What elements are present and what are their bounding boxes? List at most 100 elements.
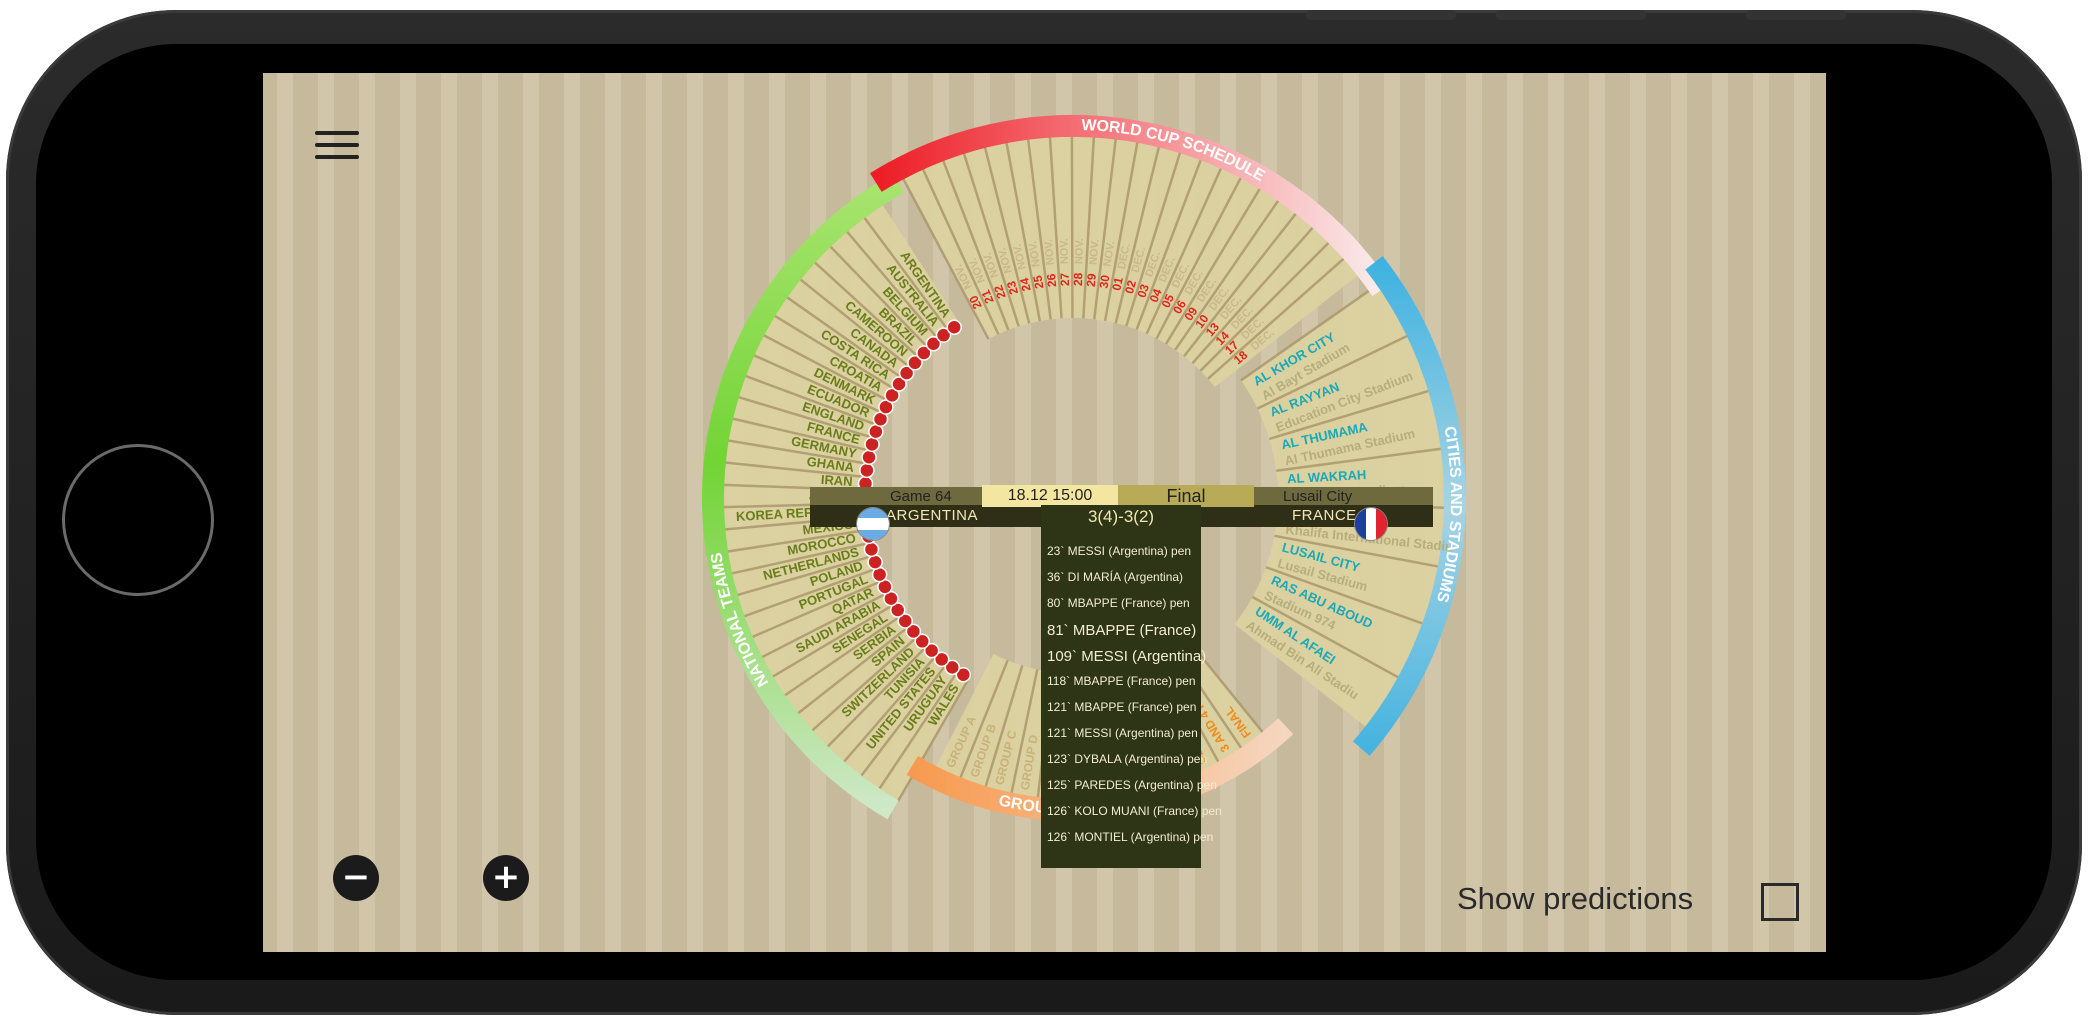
team-flag-icon <box>914 633 930 650</box>
menu-button[interactable] <box>303 123 373 183</box>
goal-item: 125` PAREDES (Argentina) pen <box>1047 778 1217 792</box>
city-divider <box>1265 566 1432 628</box>
volume-button <box>1306 10 1456 20</box>
goal-item: 121` MBAPPE (France) pen <box>1047 700 1197 714</box>
date-day[interactable]: 20 <box>966 293 985 311</box>
hamburger-icon <box>315 131 359 135</box>
city-divider <box>1274 534 1447 570</box>
team-divider <box>724 461 870 479</box>
date-month[interactable]: NOV. <box>1102 240 1118 267</box>
team-flag-icon <box>905 623 922 640</box>
date-day[interactable]: 23 <box>1004 279 1021 296</box>
team-divider <box>785 295 906 382</box>
team-item[interactable]: IRAN <box>820 472 853 489</box>
home-button[interactable] <box>62 444 214 596</box>
team-divider <box>726 528 871 553</box>
date-divider <box>1125 142 1185 327</box>
date-day[interactable]: 05 <box>1159 292 1178 310</box>
goal-item: 81` MBAPPE (France) <box>1047 622 1197 639</box>
date-month[interactable]: NOV. <box>1088 239 1102 266</box>
date-day[interactable]: 30 <box>1097 274 1113 290</box>
team-flag-icon <box>861 449 877 466</box>
date-month[interactable]: NOV. <box>1058 238 1071 264</box>
date-day[interactable]: 21 <box>978 288 996 306</box>
date-month[interactable]: NOV. <box>1027 240 1043 267</box>
date-divider <box>1164 178 1267 345</box>
team-flag-icon <box>955 666 972 683</box>
schedule-ring <box>870 115 1391 297</box>
goal-item: 80` MBAPPE (France) pen <box>1047 596 1190 610</box>
date-day[interactable]: 29 <box>1084 273 1099 288</box>
date-divider <box>1183 204 1304 358</box>
date-month[interactable]: NOV. <box>1011 243 1028 271</box>
team-flag-icon <box>916 345 932 361</box>
date-day[interactable]: 27 <box>1058 272 1072 286</box>
date-day[interactable]: 24 <box>1017 276 1034 292</box>
team-flag-icon <box>863 541 880 558</box>
team-flag-icon <box>859 462 875 479</box>
date-divider <box>938 150 1010 331</box>
date-divider <box>1191 218 1321 365</box>
team-divider <box>842 651 940 764</box>
argentina-flag-icon <box>856 507 890 541</box>
date-day[interactable]: 22 <box>991 283 1009 301</box>
match-score: 3(4)-3(2) <box>1041 505 1201 529</box>
goal-item: 118` MBAPPE (France) pen <box>1047 674 1196 688</box>
stage-divider <box>1008 669 1039 802</box>
city-divider <box>1276 446 1450 473</box>
team-divider <box>751 578 886 639</box>
app-screen: WALES URUGUAY UNITED STATES TUNISIA SWITZERL… <box>263 73 1826 952</box>
date-divider <box>1048 126 1063 319</box>
team-divider <box>810 633 921 732</box>
team-divider <box>760 590 892 659</box>
date-month[interactable]: NOV. <box>1073 238 1086 264</box>
date-divider <box>1145 158 1227 335</box>
team-divider <box>877 667 961 791</box>
city-divider <box>1268 387 1438 441</box>
team-divider <box>771 601 898 679</box>
date-day[interactable]: 02 <box>1122 278 1139 295</box>
team-divider <box>796 623 913 715</box>
date-divider <box>1114 136 1163 324</box>
date-day[interactable]: 06 <box>1170 298 1189 317</box>
power-button <box>1746 10 1846 20</box>
team-divider <box>730 541 874 575</box>
match-bar[interactable]: Game 64 18.12 15:00 Final Lusail City AR… <box>810 485 1433 527</box>
team-flag-icon <box>889 602 906 618</box>
team-flag-icon <box>935 327 952 343</box>
team-flag-icon <box>925 336 942 352</box>
team-divider <box>845 230 942 343</box>
goal-item: 123` DYBALA (Argentina) pen <box>1047 752 1208 766</box>
team-flag-icon <box>898 365 915 381</box>
cities-ring <box>1352 256 1466 756</box>
date-divider <box>1207 250 1353 380</box>
zoom-out-button[interactable]: − <box>333 855 379 901</box>
date-day[interactable]: 28 <box>1071 272 1085 286</box>
date-divider <box>1003 132 1042 322</box>
show-predictions-checkbox[interactable] <box>1761 883 1799 921</box>
zoom-in-button[interactable]: + <box>483 855 529 901</box>
team-item[interactable]: GHANA <box>806 454 856 475</box>
team-flag-icon <box>891 376 907 392</box>
date-month[interactable]: DEC. <box>1116 242 1133 270</box>
hamburger-icon-bar <box>315 155 359 159</box>
national-teams-ring <box>702 173 904 820</box>
team-flag-icon <box>884 387 900 404</box>
date-day[interactable]: 01 <box>1109 276 1126 292</box>
city-divider <box>1256 331 1416 410</box>
city-divider <box>1240 279 1385 382</box>
team-divider <box>773 314 899 393</box>
date-day[interactable]: 25 <box>1030 274 1046 290</box>
goal-item: 109` MESSI (Argentina) <box>1047 648 1207 665</box>
date-month[interactable]: NOV. <box>1043 239 1057 266</box>
date-day[interactable]: 04 <box>1147 286 1165 304</box>
city-item[interactable]: AL WAKRAH <box>1287 467 1367 486</box>
date-divider <box>1093 128 1119 320</box>
match-game-number: Game 64 <box>890 488 952 505</box>
team-divider <box>752 353 887 416</box>
team-flag-icon <box>878 399 894 415</box>
date-day[interactable]: 03 <box>1134 282 1152 299</box>
team-divider <box>783 612 905 697</box>
date-day[interactable]: 26 <box>1044 273 1059 288</box>
volume-button-2 <box>1496 10 1646 20</box>
